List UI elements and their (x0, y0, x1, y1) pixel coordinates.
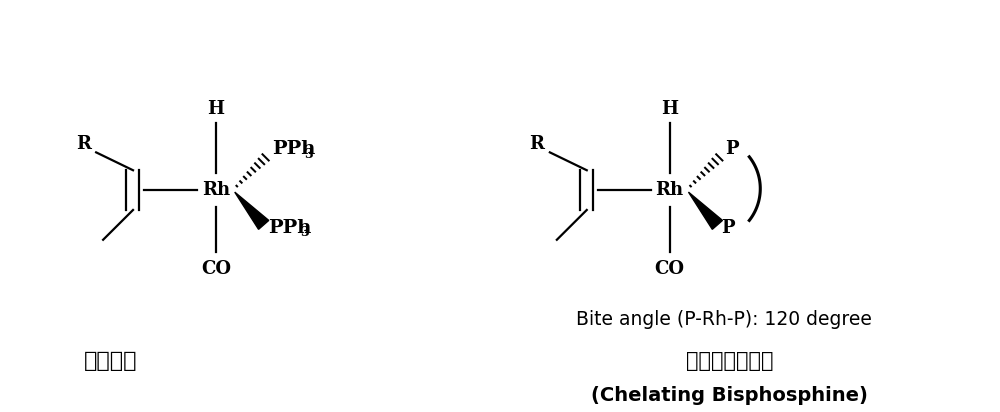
Text: Bite angle (P-Rh-P): 120 degree: Bite angle (P-Rh-P): 120 degree (576, 310, 872, 329)
Text: PPh: PPh (272, 140, 315, 158)
Text: CO: CO (655, 260, 685, 278)
Text: 鹌合双齿磷配体: 鹌合双齿磷配体 (686, 351, 773, 371)
Text: 单磷配体: 单磷配体 (84, 351, 138, 371)
Text: H: H (661, 100, 678, 117)
Text: 3: 3 (301, 226, 309, 239)
Polygon shape (235, 192, 269, 229)
Text: 3: 3 (305, 148, 313, 161)
Text: Rh: Rh (655, 181, 684, 199)
Text: P: P (725, 140, 739, 158)
Text: CO: CO (201, 260, 231, 278)
Text: Rh: Rh (202, 181, 230, 199)
Text: R: R (76, 136, 91, 153)
Text: P: P (721, 219, 735, 237)
Text: PPh: PPh (268, 219, 311, 237)
Text: H: H (207, 100, 224, 117)
Text: (Chelating Bisphosphine): (Chelating Bisphosphine) (591, 386, 868, 405)
Text: R: R (529, 136, 544, 153)
Polygon shape (688, 192, 722, 229)
